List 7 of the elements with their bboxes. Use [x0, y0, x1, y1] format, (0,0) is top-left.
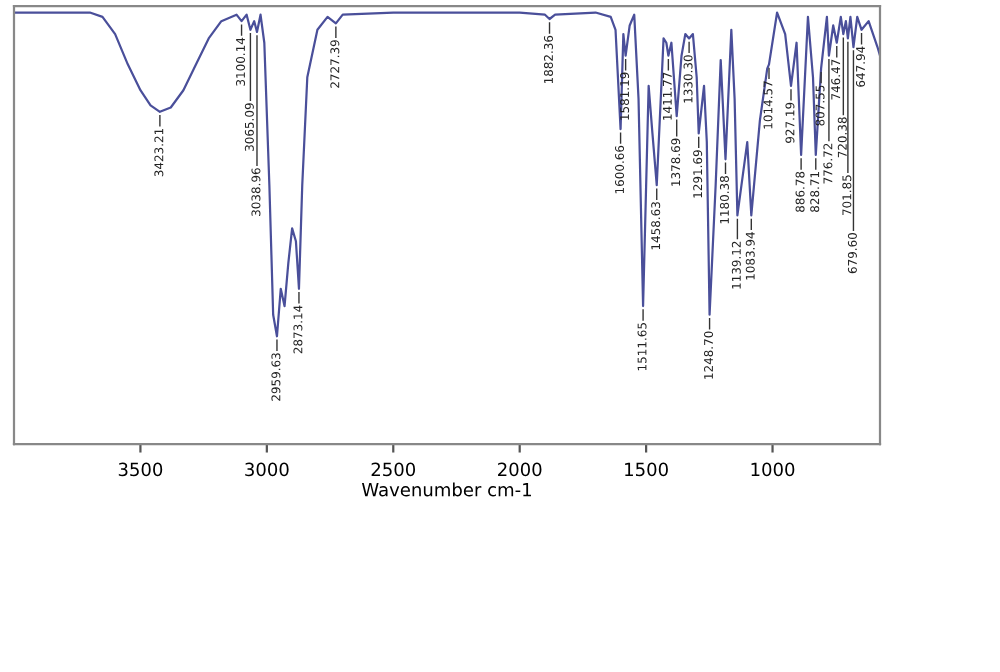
x-tick-label: 2000 — [498, 462, 542, 477]
x-axis-title: Wavenumber cm-1 — [361, 482, 531, 497]
x-tick-label: 1000 — [751, 462, 795, 477]
x-tick-label: 3500 — [118, 462, 163, 477]
x-tick-label: 2500 — [371, 462, 416, 477]
x-tick-label: 3000 — [245, 462, 289, 477]
x-tick-label: 1500 — [625, 462, 668, 477]
